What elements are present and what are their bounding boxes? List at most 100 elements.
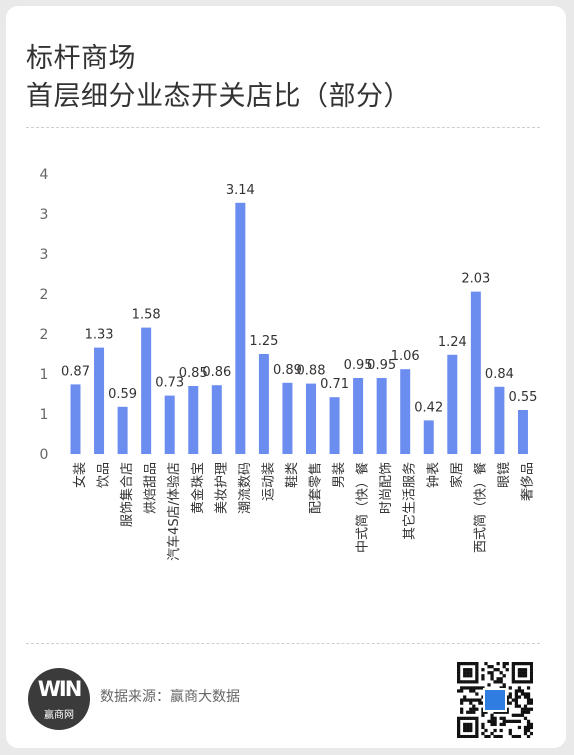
qr-module [508,731,512,736]
qr-module [475,716,479,720]
qr-module [514,701,518,705]
qr-module [475,725,479,730]
qr-module [505,698,509,702]
y-tick-label: 0 [40,447,49,463]
y-tick-label: 3 [40,247,49,263]
qr-module [493,716,497,720]
qr-module [523,707,528,711]
x-tick-label: 汽车4S店/体验店 [166,462,182,561]
y-tick-label: 2 [40,327,49,343]
bar [470,291,481,454]
qr-module [463,680,467,684]
qr-module [502,683,506,687]
bar [94,347,105,454]
qr-module [517,704,522,708]
qr-module [478,701,482,705]
bar [282,382,293,454]
qr-module [514,662,518,666]
data-label: 0.85 [179,366,208,381]
qr-module [526,707,531,711]
qr-module [472,686,476,690]
qr-module [457,725,461,730]
qr-module [526,725,531,730]
qr-module [520,707,525,711]
qr-module [481,668,485,672]
qr-module [514,698,518,702]
qr-module [463,716,467,720]
qr-module [496,710,500,714]
qr-module [520,710,525,714]
qr-module [490,674,494,678]
qr-module [505,707,509,711]
qr-module [481,725,485,730]
qr-module [466,698,470,702]
data-label: 0.88 [297,364,326,379]
qr-module [511,713,515,717]
qr-module [487,734,491,739]
qr-module [466,680,470,684]
qr-module [514,680,518,684]
qr-module [526,722,531,727]
qr-module [517,674,522,678]
qr-module [457,665,461,669]
qr-module [499,686,503,690]
qr-module [481,677,485,681]
qr-module [526,734,531,739]
data-label: 1.33 [85,328,114,343]
qr-module [511,665,515,669]
qr-module [502,716,506,720]
data-label: 1.06 [391,349,420,364]
x-tick-label: 西式简（快）餐 [472,462,488,553]
qr-module [460,662,464,666]
bar [211,385,222,454]
x-tick-label: 家居 [449,462,465,488]
qr-module [460,698,464,702]
qr-module [484,728,488,733]
qr-module [484,662,488,666]
qr-module [457,728,461,733]
qr-module [472,662,476,666]
qr-module [484,734,488,739]
top-divider [26,127,540,128]
qr-module [499,716,503,720]
qr-module [502,665,506,669]
qr-module [475,665,479,669]
qr-module [469,680,473,684]
qr-module [466,722,470,727]
y-tick-label: 1 [40,407,49,423]
qr-module [520,680,525,684]
qr-module [523,692,528,696]
qr-module [520,689,525,693]
qr-module [490,719,494,723]
qr-module [502,662,506,666]
qr-module [520,671,525,675]
data-label: 0.89 [273,363,302,378]
qr-module [517,671,522,675]
qr-module [481,731,485,736]
qr-module [475,698,479,702]
qr-module [499,728,503,733]
qr-module [475,692,479,696]
qr-module [487,671,491,675]
qr-module [457,716,461,720]
qr-module [469,674,473,678]
qr-module [481,686,485,690]
data-label: 1.24 [438,335,467,350]
qr-module [505,719,509,723]
qr-module [514,689,518,693]
qr-module [493,734,497,739]
qr-module [526,692,531,696]
qr-module [493,719,497,723]
qr-module [460,716,464,720]
qr-module [517,734,522,739]
qr-module [523,704,528,708]
qr-module [457,671,461,675]
qr-module [460,689,464,693]
qr-module [529,707,534,711]
bar [376,378,387,454]
qr-module [511,662,515,666]
qr-module [499,677,503,681]
qr-module [490,665,494,669]
qr-module [493,722,497,727]
qr-module [529,668,534,672]
